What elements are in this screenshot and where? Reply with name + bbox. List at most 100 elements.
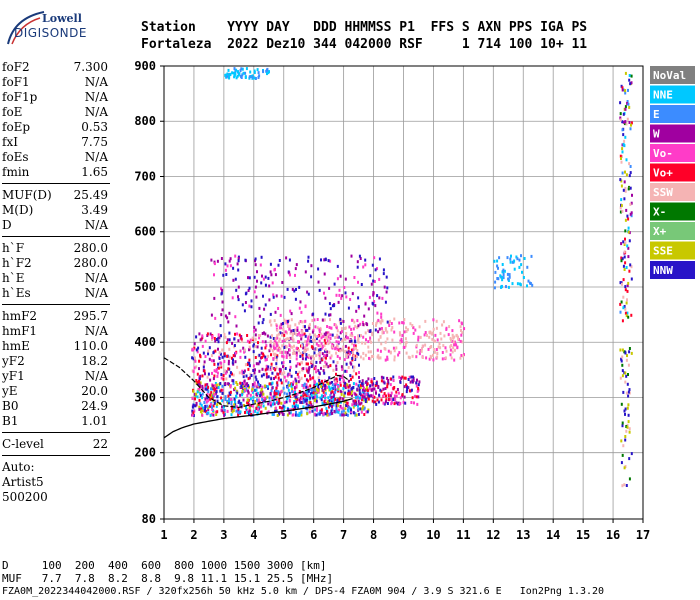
echo-point bbox=[254, 368, 256, 372]
echo-point bbox=[222, 374, 225, 377]
echo-point bbox=[299, 333, 302, 337]
echo-point bbox=[237, 295, 239, 299]
echo-point bbox=[338, 398, 341, 402]
echo-point bbox=[628, 427, 631, 431]
echo-point bbox=[306, 290, 309, 294]
echo-point bbox=[275, 294, 278, 298]
echo-point bbox=[320, 411, 323, 415]
echo-point bbox=[213, 401, 216, 405]
echo-point bbox=[220, 373, 223, 376]
echo-point bbox=[627, 88, 629, 92]
echo-point bbox=[262, 277, 265, 281]
echo-point bbox=[368, 387, 371, 391]
echo-point bbox=[452, 346, 455, 350]
echo-point bbox=[199, 394, 202, 398]
legend-label: X- bbox=[653, 206, 666, 219]
echo-point bbox=[332, 397, 335, 401]
echo-point bbox=[296, 326, 299, 330]
echo-point bbox=[321, 401, 324, 405]
echo-point bbox=[196, 380, 199, 384]
echo-point bbox=[288, 344, 291, 348]
echo-point bbox=[282, 386, 285, 390]
echo-point bbox=[317, 369, 320, 373]
echo-point bbox=[220, 365, 223, 369]
echo-point bbox=[628, 231, 631, 235]
echo-point bbox=[303, 332, 306, 336]
echo-point bbox=[213, 273, 215, 277]
echo-point bbox=[295, 353, 298, 357]
echo-point bbox=[362, 351, 365, 355]
logo-line1: Lowell bbox=[42, 12, 82, 25]
echo-point bbox=[247, 389, 249, 393]
echo-point bbox=[229, 371, 232, 375]
echo-point bbox=[411, 324, 414, 327]
echo-point bbox=[292, 338, 295, 342]
echo-point bbox=[216, 410, 219, 414]
echo-point bbox=[237, 285, 240, 289]
echo-point bbox=[336, 335, 339, 339]
echo-point bbox=[204, 397, 207, 401]
echo-point bbox=[334, 336, 337, 340]
echo-point bbox=[268, 382, 271, 386]
echo-point bbox=[325, 364, 328, 368]
echo-point bbox=[380, 312, 383, 316]
echo-point bbox=[286, 413, 289, 417]
echo-point bbox=[383, 402, 386, 406]
echo-point bbox=[344, 337, 347, 341]
echo-point bbox=[267, 71, 270, 75]
echo-point bbox=[308, 323, 311, 327]
echo-point bbox=[254, 337, 257, 341]
echo-point bbox=[356, 260, 359, 264]
echo-point bbox=[263, 384, 266, 388]
echo-point bbox=[228, 374, 231, 378]
echo-point bbox=[194, 356, 196, 360]
echo-point bbox=[317, 344, 320, 348]
echo-point bbox=[195, 379, 198, 382]
echo-point bbox=[317, 352, 320, 356]
echo-point bbox=[424, 331, 427, 334]
echo-point bbox=[289, 336, 292, 340]
echo-point bbox=[191, 397, 194, 400]
echo-point bbox=[333, 409, 336, 413]
echo-point bbox=[324, 392, 327, 396]
echo-point bbox=[268, 298, 271, 302]
echo-point bbox=[245, 385, 248, 389]
echo-point bbox=[393, 349, 396, 353]
echo-point bbox=[619, 178, 622, 182]
echo-point bbox=[291, 387, 294, 391]
echo-point bbox=[357, 334, 360, 338]
echo-point bbox=[295, 379, 298, 383]
echo-point bbox=[311, 355, 314, 359]
echo-point bbox=[298, 321, 301, 325]
echo-point bbox=[259, 263, 262, 267]
echo-point bbox=[276, 383, 279, 387]
echo-point bbox=[285, 400, 288, 404]
echo-point bbox=[295, 403, 298, 407]
echo-point bbox=[231, 410, 234, 414]
echo-point bbox=[287, 395, 290, 399]
echo-point bbox=[400, 337, 403, 341]
echo-point bbox=[246, 410, 249, 414]
echo-point bbox=[259, 405, 262, 409]
echo-point bbox=[246, 334, 249, 337]
echo-point bbox=[410, 375, 413, 379]
echo-point bbox=[307, 362, 309, 366]
echo-point bbox=[352, 351, 354, 355]
echo-point bbox=[226, 354, 229, 358]
echo-point bbox=[625, 374, 628, 378]
echo-point bbox=[360, 401, 363, 405]
echo-point bbox=[340, 296, 343, 300]
echo-point bbox=[206, 383, 209, 387]
echo-point bbox=[279, 331, 282, 335]
echo-point bbox=[277, 378, 280, 382]
echo-point bbox=[323, 371, 326, 375]
divider bbox=[2, 455, 110, 456]
echo-point bbox=[396, 402, 399, 406]
echo-point bbox=[393, 358, 396, 362]
echo-point bbox=[214, 384, 217, 387]
echo-point bbox=[217, 386, 220, 389]
echo-point bbox=[627, 373, 629, 376]
echo-point bbox=[284, 321, 287, 325]
echo-point bbox=[619, 310, 622, 314]
echo-point bbox=[192, 414, 195, 417]
